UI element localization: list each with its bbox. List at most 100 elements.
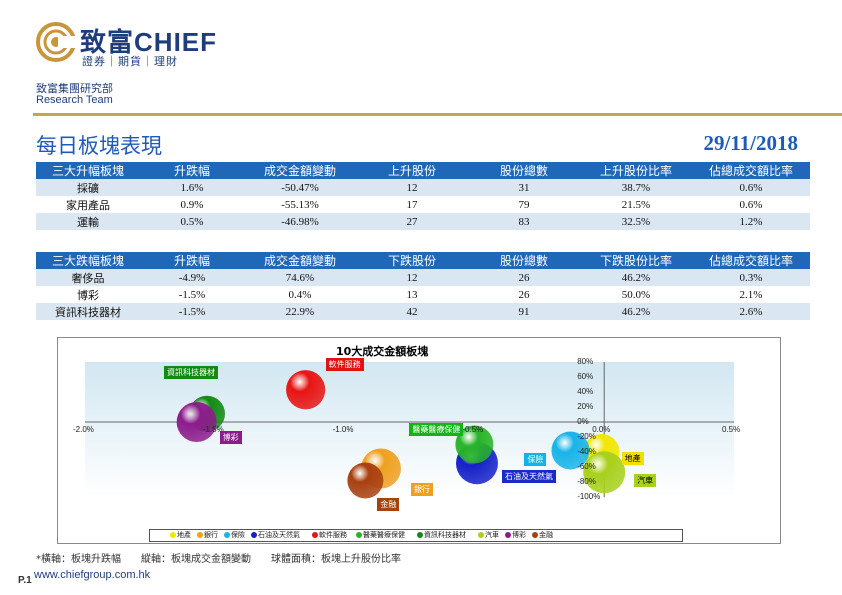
table-row: 採礦 1.6% -50.47% 12 31 38.7% 0.6% [36,179,810,196]
chart-title: 10大成交金額板塊 [336,345,429,358]
report-date: 29/11/2018 [703,131,798,155]
legend-dot-icon [532,532,538,538]
losers-cell: 13 [356,286,468,303]
bubble-label: 石油及天然氣 [501,470,556,484]
gainers-cell: -55.13% [244,196,356,213]
gainers-cell: 17 [356,196,468,213]
logo-chinese: 致富 [80,28,135,58]
bubble-label: 地產 [621,452,644,465]
gainers-cell: 1.2% [692,213,810,230]
table-row: 資訊科技器材 -1.5% 22.9% 42 91 46.2% 2.6% [36,303,810,320]
losers-cell: -4.9% [140,269,244,286]
legend-item: 資訊科技器材 [417,530,466,540]
y-tick-label: -40% [577,447,596,456]
y-tick-label: -20% [577,432,596,441]
losers-cell: -1.5% [140,286,244,303]
y-tick-label: -60% [577,462,596,471]
axis-footnote: *橫軸：板塊升跌幅 縱軸：板塊成交金額變動 球體面積：板塊上升股份比率 [36,554,401,565]
losers-cell: 50.0% [580,286,692,303]
legend-dot-icon [417,532,423,538]
losers-cell: 46.2% [580,303,692,320]
gainers-header-4: 股份總數 [468,162,580,179]
legend-dot-icon [224,532,230,538]
table-row: 家用產品 0.9% -55.13% 17 79 21.5% 0.6% [36,196,810,213]
legend-item: 醫藥醫療保健 [356,530,405,540]
gainers-cell: 0.6% [692,179,810,196]
legend-item: 軟件服務 [312,530,347,540]
x-tick-label: -0.5% [462,425,484,434]
losers-cell: 26 [468,286,580,303]
losers-cell: 26 [468,269,580,286]
gainers-header-2: 成交金額變動 [244,162,356,179]
losers-header-0: 三大跌幅板塊 [36,252,140,269]
gainers-header-5: 上升股份比率 [580,162,692,179]
losers-cell: 42 [356,303,468,320]
losers-header-6: 佔總成交額比率 [692,252,810,269]
y-tick-label: -80% [577,477,596,486]
bubble-9 [347,462,384,499]
bubble-label: 保險 [524,452,547,466]
legend-item: 金融 [532,530,553,540]
gainers-cell: 31 [468,179,580,196]
bubble-label: 金融 [377,497,400,511]
table-row: 奢侈品 -4.9% 74.6% 12 26 46.2% 0.3% [36,269,810,286]
gainers-cell: 0.5% [140,213,244,230]
losers-cell: 奢侈品 [36,269,140,286]
legend-label: 金融 [539,531,553,539]
legend-label: 軟件服務 [319,531,347,539]
bubble-7 [583,451,626,494]
losers-cell: 22.9% [244,303,356,320]
gainers-cell: 32.5% [580,213,692,230]
y-tick-label: 20% [577,402,594,411]
header-divider [33,113,842,116]
bubble-label: 軟件服務 [325,357,364,371]
gainers-cell: -46.98% [244,213,356,230]
legend-dot-icon [197,532,203,538]
gainers-cell: -50.47% [244,179,356,196]
logo-english: CHIEF [134,27,218,57]
bubble-4 [286,370,326,410]
x-tick-label: -2.0% [73,425,94,434]
legend-dot-icon [251,532,257,538]
y-tick-label: 0% [577,417,589,426]
gainers-cell: 79 [468,196,580,213]
x-tick-label: -1.5% [202,425,224,434]
legend-label: 博彩 [512,531,526,539]
gainers-cell: 38.7% [580,179,692,196]
legend-item: 博彩 [505,530,526,540]
website-link[interactable]: www.chiefgroup.com.hk [34,569,151,581]
legend-dot-icon [356,532,362,538]
y-tick-label: 60% [577,372,594,381]
legend-label: 醫藥醫療保健 [363,531,405,539]
x-tick-label: 0.0% [592,425,611,434]
table-row: 博彩 -1.5% 0.4% 13 26 50.0% 2.1% [36,286,810,303]
gainers-cell: 83 [468,213,580,230]
bubble-2 [551,431,590,470]
x-tick-label: 0.5% [722,425,741,434]
legend-dot-icon [312,532,318,538]
losers-cell: 2.1% [692,286,810,303]
bubble-label: 博彩 [219,431,242,444]
y-tick-label: 80% [577,357,594,366]
legend-item: 地產 [170,530,191,540]
gainers-header-6: 佔總成交額比率 [692,162,810,179]
losers-cell: 46.2% [580,269,692,286]
losers-cell: 2.6% [692,303,810,320]
y-tick-label: -100% [577,492,601,501]
losers-cell: 74.6% [244,269,356,286]
losers-header-4: 股份總數 [468,252,580,269]
bubble-label: 銀行 [410,482,433,496]
gainers-cell: 1.6% [140,179,244,196]
bubble-5 [455,425,494,464]
logo-tagline: 證券｜期貨｜理財 [82,55,178,68]
gainers-header-0: 三大升幅板塊 [36,162,140,179]
page-number: P.1 [18,575,32,586]
y-tick-label: 40% [577,387,594,396]
chief-logo-icon [36,22,76,62]
gainers-cell: 27 [356,213,468,230]
gainers-cell: 家用產品 [36,196,140,213]
losers-cell: 資訊科技器材 [36,303,140,320]
losers-header-2: 成交金額變動 [244,252,356,269]
legend-item: 保險 [224,530,245,540]
